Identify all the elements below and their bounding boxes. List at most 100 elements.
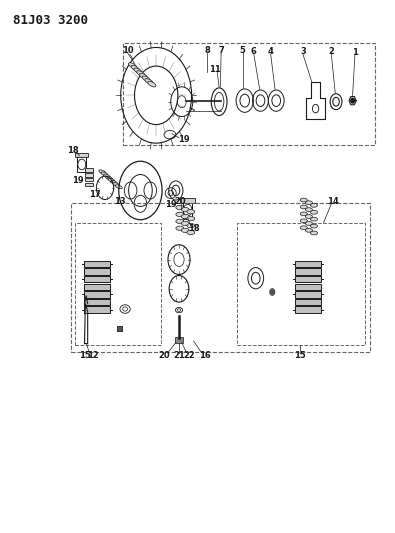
- Bar: [237, 223, 365, 345]
- Text: 15: 15: [294, 351, 306, 360]
- Ellipse shape: [176, 226, 184, 230]
- Ellipse shape: [181, 214, 189, 219]
- Ellipse shape: [187, 216, 195, 221]
- Ellipse shape: [176, 205, 184, 209]
- Ellipse shape: [310, 231, 318, 235]
- Ellipse shape: [305, 229, 312, 232]
- Ellipse shape: [115, 185, 122, 189]
- Bar: [85, 299, 110, 305]
- Bar: [85, 291, 110, 297]
- Ellipse shape: [300, 226, 307, 230]
- Ellipse shape: [300, 205, 307, 209]
- Ellipse shape: [139, 74, 148, 79]
- Bar: [85, 284, 110, 290]
- Ellipse shape: [305, 215, 312, 219]
- Text: 7: 7: [218, 46, 224, 55]
- Bar: [85, 306, 110, 313]
- Bar: [295, 299, 320, 305]
- Text: 18: 18: [67, 146, 79, 155]
- Ellipse shape: [176, 219, 184, 223]
- Text: 20: 20: [175, 197, 186, 206]
- Ellipse shape: [176, 212, 184, 216]
- Ellipse shape: [131, 66, 139, 71]
- Text: 15: 15: [79, 351, 91, 360]
- Ellipse shape: [310, 217, 318, 221]
- Bar: [85, 168, 93, 172]
- Bar: [85, 268, 110, 274]
- Text: 6: 6: [251, 47, 257, 55]
- Text: 19: 19: [178, 135, 190, 144]
- Text: 18: 18: [188, 224, 199, 233]
- Ellipse shape: [106, 176, 113, 180]
- Text: 19: 19: [165, 200, 177, 209]
- Circle shape: [270, 289, 275, 295]
- Circle shape: [351, 98, 354, 103]
- Bar: [85, 177, 93, 181]
- Text: 1: 1: [352, 49, 358, 57]
- Bar: [295, 306, 320, 313]
- Ellipse shape: [310, 204, 318, 207]
- Ellipse shape: [111, 181, 117, 184]
- Ellipse shape: [305, 208, 312, 212]
- Bar: [75, 153, 88, 157]
- Bar: [71, 203, 370, 352]
- Ellipse shape: [310, 224, 318, 228]
- Bar: [85, 276, 110, 282]
- Text: 8: 8: [205, 46, 210, 55]
- Text: 11: 11: [209, 66, 221, 74]
- Bar: [295, 284, 320, 290]
- Text: 16: 16: [199, 351, 211, 360]
- Text: 81J03 3200: 81J03 3200: [13, 14, 88, 27]
- Ellipse shape: [181, 221, 189, 225]
- Ellipse shape: [148, 82, 156, 87]
- Bar: [180, 198, 195, 203]
- Bar: [77, 157, 86, 172]
- Ellipse shape: [300, 219, 307, 223]
- Bar: [295, 276, 320, 282]
- Text: 10: 10: [122, 46, 134, 55]
- Text: 13: 13: [114, 197, 126, 206]
- Bar: [295, 261, 320, 267]
- Text: 21: 21: [173, 351, 185, 360]
- Bar: [85, 183, 93, 187]
- Text: 22: 22: [184, 351, 196, 360]
- Ellipse shape: [181, 207, 189, 212]
- Ellipse shape: [305, 201, 312, 205]
- Ellipse shape: [300, 212, 307, 216]
- Text: 20: 20: [158, 351, 170, 360]
- Text: 12: 12: [87, 351, 99, 360]
- Text: 3: 3: [300, 47, 306, 55]
- Text: 2: 2: [328, 47, 334, 56]
- Ellipse shape: [137, 71, 145, 76]
- Bar: [295, 291, 320, 297]
- Bar: [295, 268, 320, 274]
- Ellipse shape: [108, 179, 115, 182]
- Ellipse shape: [310, 211, 318, 214]
- Ellipse shape: [142, 76, 150, 82]
- Ellipse shape: [101, 172, 108, 176]
- Ellipse shape: [187, 230, 195, 235]
- Ellipse shape: [103, 174, 111, 178]
- Ellipse shape: [305, 222, 312, 225]
- Ellipse shape: [128, 63, 137, 68]
- Text: 14: 14: [327, 197, 339, 206]
- Bar: [123, 43, 374, 146]
- Ellipse shape: [99, 170, 106, 174]
- Ellipse shape: [187, 223, 195, 228]
- Bar: [175, 337, 182, 343]
- Bar: [182, 201, 192, 219]
- Text: 4: 4: [268, 47, 274, 56]
- Bar: [85, 173, 93, 176]
- Text: 19: 19: [72, 176, 84, 185]
- Text: 5: 5: [240, 46, 246, 55]
- Ellipse shape: [300, 198, 307, 202]
- Text: 17: 17: [89, 190, 101, 199]
- Bar: [75, 223, 160, 345]
- Ellipse shape: [187, 209, 195, 214]
- Bar: [117, 326, 122, 332]
- Bar: [85, 261, 110, 267]
- Ellipse shape: [181, 228, 189, 232]
- Ellipse shape: [113, 183, 120, 187]
- Ellipse shape: [145, 79, 153, 84]
- Ellipse shape: [134, 68, 142, 74]
